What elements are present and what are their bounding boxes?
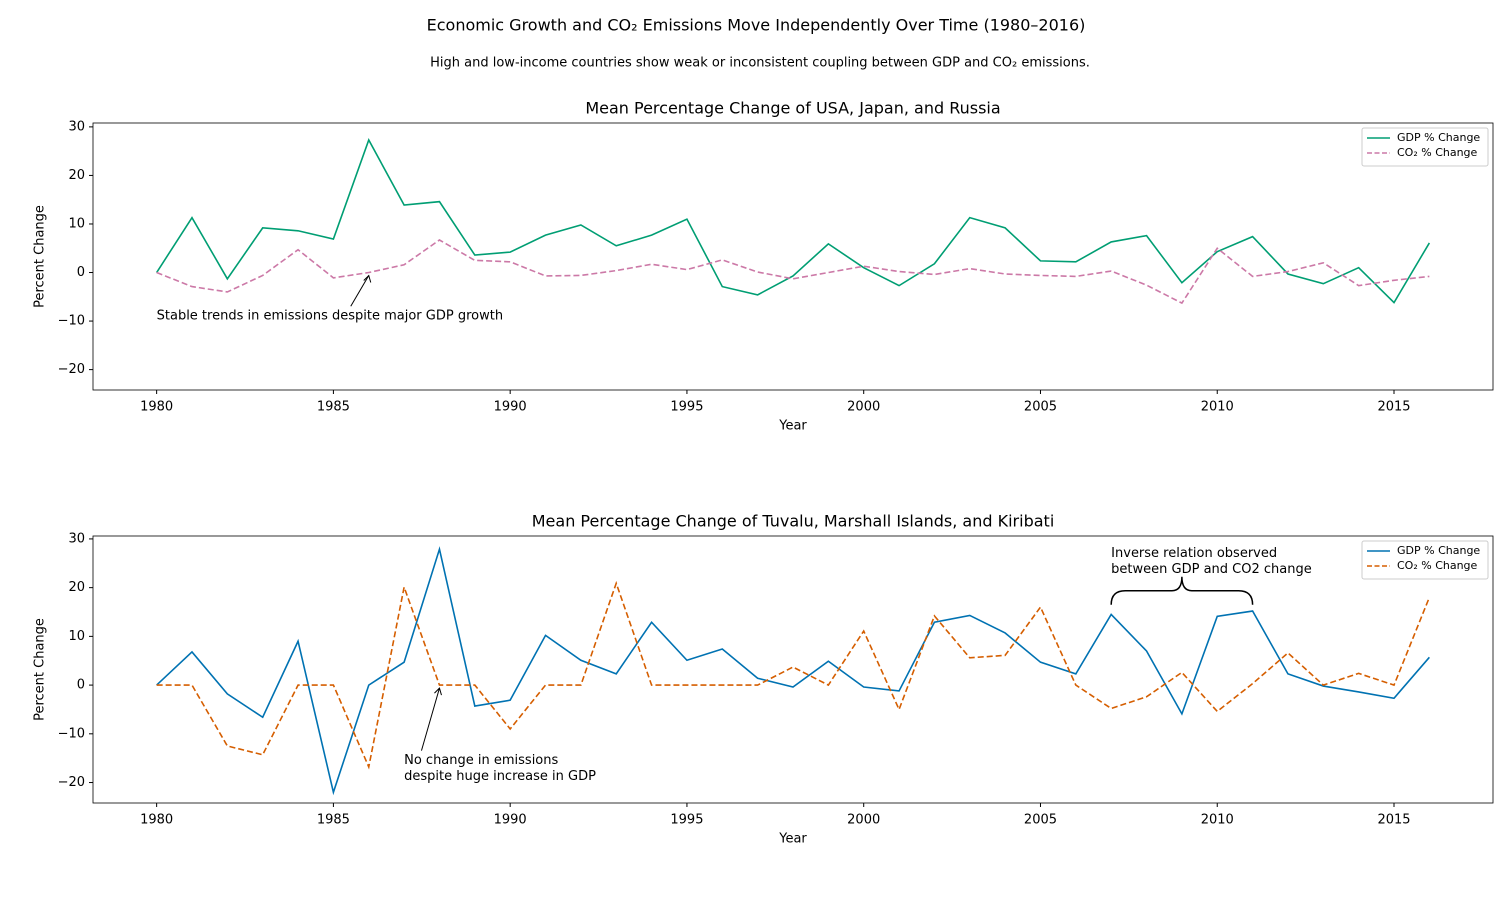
x-tick-label: 1985 xyxy=(317,813,350,828)
x-tick-label: 2010 xyxy=(1201,400,1234,415)
arrow-head xyxy=(363,274,372,283)
annotation-text: Inverse relation observed xyxy=(1111,546,1277,561)
annotation-text: despite huge increase in GDP xyxy=(404,769,596,784)
y-tick-label: 20 xyxy=(68,580,85,595)
y-tick-label: 0 xyxy=(77,678,85,693)
legend-label: GDP % Change xyxy=(1397,131,1480,144)
x-tick-label: 1985 xyxy=(317,400,350,415)
x-tick-label: 2005 xyxy=(1024,400,1057,415)
axes-title: Mean Percentage Change of USA, Japan, an… xyxy=(585,99,1000,118)
annotation-text: No change in emissions xyxy=(404,753,558,768)
x-axis-label: Year xyxy=(778,419,807,434)
annotation-brace xyxy=(1110,576,1254,605)
annotation-text: between GDP and CO2 change xyxy=(1111,562,1312,577)
annotation-arrow xyxy=(350,275,370,307)
annotation-arrow xyxy=(420,687,440,751)
x-tick-label: 2010 xyxy=(1201,813,1234,828)
y-tick-label: 0 xyxy=(77,265,85,280)
x-tick-label: 2015 xyxy=(1377,400,1410,415)
y-tick-label: 20 xyxy=(68,168,85,183)
x-tick-label: 2005 xyxy=(1024,813,1057,828)
y-tick-label: −20 xyxy=(58,362,85,377)
x-tick-label: 2000 xyxy=(847,813,880,828)
x-tick-label: 1995 xyxy=(670,813,703,828)
x-tick-label: 2015 xyxy=(1377,813,1410,828)
legend-box xyxy=(1361,540,1489,580)
y-tick-label: 30 xyxy=(68,119,85,134)
axes-title: Mean Percentage Change of Tuvalu, Marsha… xyxy=(532,512,1055,531)
arrow-head xyxy=(434,687,442,696)
y-tick-label: −10 xyxy=(58,726,85,741)
x-tick-label: 1995 xyxy=(670,400,703,415)
x-tick-label: 1980 xyxy=(140,813,173,828)
annotation-text: Stable trends in emissions despite major… xyxy=(157,309,503,324)
y-tick-label: −20 xyxy=(58,775,85,790)
x-tick-label: 1990 xyxy=(494,813,527,828)
figure-title: Economic Growth and CO₂ Emissions Move I… xyxy=(427,16,1086,35)
x-tick-label: 1980 xyxy=(140,400,173,415)
series-line xyxy=(156,580,1431,770)
y-tick-label: 30 xyxy=(68,531,85,546)
axes-frame xyxy=(92,122,1494,391)
series-line xyxy=(156,546,1430,796)
legend-label: CO₂ % Change xyxy=(1397,146,1478,159)
series-line xyxy=(156,239,1430,305)
series-line xyxy=(155,138,1431,304)
legend-label: GDP % Change xyxy=(1397,544,1480,557)
y-tick-label: 10 xyxy=(68,629,85,644)
y-tick-label: 10 xyxy=(68,216,85,231)
x-tick-label: 2000 xyxy=(847,400,880,415)
axes-frame xyxy=(92,535,1494,804)
legend-label: CO₂ % Change xyxy=(1397,559,1478,572)
figure-subtitle: High and low-income countries show weak … xyxy=(430,56,1090,71)
y-axis-label: Percent Change xyxy=(33,618,48,721)
legend-box xyxy=(1361,127,1489,167)
y-axis-label: Percent Change xyxy=(33,205,48,308)
x-axis-label: Year xyxy=(778,832,807,847)
y-tick-label: −10 xyxy=(58,314,85,329)
x-tick-label: 1990 xyxy=(494,400,527,415)
